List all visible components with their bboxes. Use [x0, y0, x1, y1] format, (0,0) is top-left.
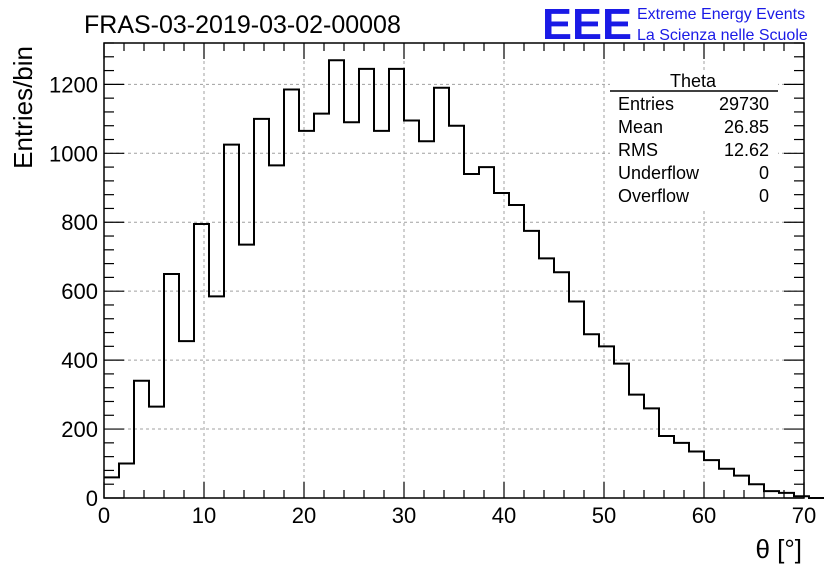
stats-row-value: 29730: [719, 94, 769, 114]
y-tick-label: 1000: [49, 141, 98, 166]
stats-box: Theta Entries 29730 Mean 26.85 RMS 12.62 Under…: [610, 70, 778, 210]
stats-box-title: Theta: [670, 71, 717, 91]
y-tick-label: 600: [61, 279, 98, 304]
x-axis-label: θ [°]: [755, 534, 802, 564]
x-tick-label: 20: [292, 503, 316, 528]
x-tick-label: 70: [792, 503, 816, 528]
eee-logo-mark: EEE: [542, 0, 632, 49]
eee-logo: EEE Extreme Energy Events La Scienza nel…: [542, 0, 808, 49]
x-tick-labels: 0 10 20 30 40 50 60 70: [98, 503, 816, 528]
y-axis-label: Entries/bin: [8, 46, 38, 169]
stats-row-label: Underflow: [618, 163, 700, 183]
eee-logo-line2: La Scienza nelle Scuole: [637, 27, 808, 44]
x-tick-label: 40: [492, 503, 516, 528]
x-tick-label: 30: [392, 503, 416, 528]
stats-rows: Entries 29730 Mean 26.85 RMS 12.62 Underflow 0 O…: [618, 94, 769, 206]
y-tick-labels: 0 200 400 600 800 1000 1200: [49, 72, 98, 511]
eee-logo-line1: Extreme Energy Events: [637, 6, 805, 23]
x-tick-label: 0: [98, 503, 110, 528]
y-tick-label: 1200: [49, 72, 98, 97]
stats-row-value: 0: [759, 186, 769, 206]
histogram-line: [104, 59, 824, 499]
stats-row-value: 26.85: [724, 117, 769, 137]
plot-border: [103, 42, 805, 499]
grid-lines: [104, 43, 804, 498]
stats-box-background: [610, 70, 778, 210]
axis-ticks: [103, 42, 805, 499]
chart-title: FRAS-03-2019-03-02-00008: [84, 11, 401, 39]
stats-row-value: 12.62: [724, 140, 769, 160]
stats-row-label: RMS: [618, 140, 658, 160]
stats-row-label: Mean: [618, 117, 663, 137]
x-tick-label: 10: [192, 503, 216, 528]
y-tick-label: 800: [61, 210, 98, 235]
plot-frame: [103, 42, 805, 499]
stats-row-label: Entries: [618, 94, 674, 114]
y-tick-label: 400: [61, 348, 98, 373]
stats-row-label: Overflow: [618, 186, 690, 206]
y-tick-label: 200: [61, 417, 98, 442]
x-tick-label: 60: [692, 503, 716, 528]
y-tick-label: 0: [86, 486, 98, 511]
stats-row-value: 0: [759, 163, 769, 183]
x-tick-label: 50: [592, 503, 616, 528]
